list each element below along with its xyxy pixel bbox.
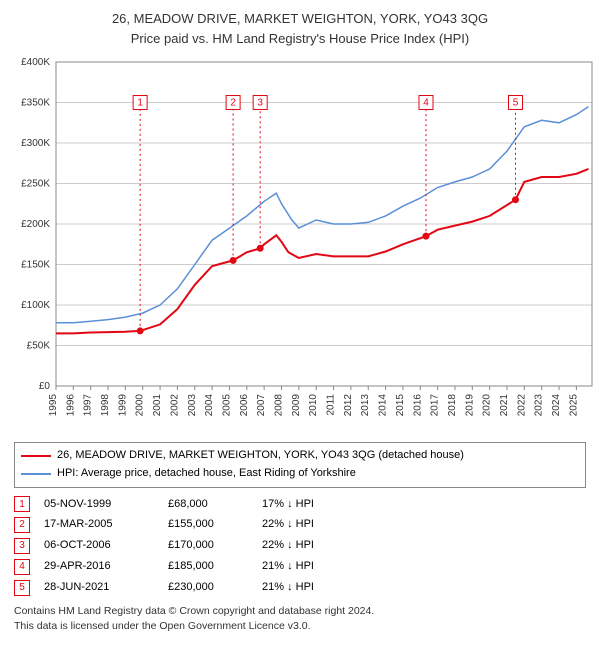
svg-text:£300K: £300K bbox=[21, 138, 50, 149]
transaction-index-box: 1 bbox=[14, 496, 30, 512]
legend-swatch bbox=[21, 473, 51, 475]
svg-text:3: 3 bbox=[257, 98, 263, 109]
transaction-index-box: 2 bbox=[14, 517, 30, 533]
transaction-row: 1 05-NOV-1999 £68,000 17% ↓ HPI bbox=[14, 494, 586, 515]
transaction-row: 5 28-JUN-2021 £230,000 21% ↓ HPI bbox=[14, 577, 586, 598]
svg-text:1996: 1996 bbox=[65, 394, 76, 417]
svg-text:2011: 2011 bbox=[326, 394, 337, 416]
transaction-date: 28-JUN-2021 bbox=[44, 577, 154, 598]
legend: 26, MEADOW DRIVE, MARKET WEIGHTON, YORK,… bbox=[14, 442, 586, 487]
svg-text:£250K: £250K bbox=[21, 179, 50, 190]
transaction-index-box: 4 bbox=[14, 559, 30, 575]
transaction-delta: 22% ↓ HPI bbox=[262, 514, 352, 535]
transaction-index-box: 3 bbox=[14, 538, 30, 554]
chart-container: 26, MEADOW DRIVE, MARKET WEIGHTON, YORK,… bbox=[0, 0, 600, 641]
transaction-price: £170,000 bbox=[168, 535, 248, 556]
svg-text:2000: 2000 bbox=[135, 394, 146, 417]
svg-text:2018: 2018 bbox=[447, 394, 458, 417]
svg-text:2017: 2017 bbox=[430, 394, 441, 417]
svg-text:2001: 2001 bbox=[152, 394, 163, 417]
svg-text:£350K: £350K bbox=[21, 98, 50, 109]
svg-text:£100K: £100K bbox=[21, 300, 50, 311]
transaction-price: £230,000 bbox=[168, 577, 248, 598]
footer: Contains HM Land Registry data © Crown c… bbox=[14, 604, 586, 633]
svg-text:2024: 2024 bbox=[551, 394, 562, 417]
svg-text:2005: 2005 bbox=[221, 394, 232, 417]
svg-text:£400K: £400K bbox=[21, 57, 50, 68]
svg-text:1: 1 bbox=[137, 98, 143, 109]
footer-line-1: Contains HM Land Registry data © Crown c… bbox=[14, 604, 586, 619]
footer-line-2: This data is licensed under the Open Gov… bbox=[14, 619, 586, 634]
svg-text:2021: 2021 bbox=[499, 394, 510, 417]
transaction-index-box: 5 bbox=[14, 580, 30, 596]
titles: 26, MEADOW DRIVE, MARKET WEIGHTON, YORK,… bbox=[4, 4, 596, 56]
transaction-date: 06-OCT-2006 bbox=[44, 535, 154, 556]
title-sub: Price paid vs. HM Land Registry's House … bbox=[14, 30, 586, 48]
svg-text:2023: 2023 bbox=[534, 394, 545, 417]
transaction-date: 05-NOV-1999 bbox=[44, 494, 154, 515]
transaction-row: 4 29-APR-2016 £185,000 21% ↓ HPI bbox=[14, 556, 586, 577]
transaction-price: £185,000 bbox=[168, 556, 248, 577]
svg-text:2009: 2009 bbox=[291, 394, 302, 417]
svg-text:1999: 1999 bbox=[117, 394, 128, 417]
svg-text:2025: 2025 bbox=[568, 394, 579, 417]
svg-text:1995: 1995 bbox=[48, 394, 59, 417]
transaction-row: 2 17-MAR-2005 £155,000 22% ↓ HPI bbox=[14, 514, 586, 535]
svg-text:2: 2 bbox=[230, 98, 236, 109]
svg-text:2007: 2007 bbox=[256, 394, 267, 417]
transaction-date: 17-MAR-2005 bbox=[44, 514, 154, 535]
transaction-price: £155,000 bbox=[168, 514, 248, 535]
svg-text:1997: 1997 bbox=[83, 394, 94, 417]
svg-text:2016: 2016 bbox=[412, 394, 423, 417]
svg-text:2003: 2003 bbox=[187, 394, 198, 417]
svg-text:2004: 2004 bbox=[204, 394, 215, 417]
transaction-delta: 17% ↓ HPI bbox=[262, 494, 352, 515]
svg-text:2008: 2008 bbox=[274, 394, 285, 417]
svg-text:5: 5 bbox=[513, 98, 519, 109]
svg-text:£200K: £200K bbox=[21, 219, 50, 230]
svg-text:2015: 2015 bbox=[395, 394, 406, 417]
chart-area: £0 £50K £100K £150K £200K £250K £300K £350K £400… bbox=[8, 56, 600, 436]
svg-text:2006: 2006 bbox=[239, 394, 250, 417]
title-main: 26, MEADOW DRIVE, MARKET WEIGHTON, YORK,… bbox=[14, 10, 586, 28]
transaction-price: £68,000 bbox=[168, 494, 248, 515]
property-series-line bbox=[56, 169, 589, 334]
legend-label: 26, MEADOW DRIVE, MARKET WEIGHTON, YORK,… bbox=[57, 447, 464, 465]
transaction-delta: 22% ↓ HPI bbox=[262, 535, 352, 556]
svg-text:2010: 2010 bbox=[308, 394, 319, 417]
transaction-date: 29-APR-2016 bbox=[44, 556, 154, 577]
svg-text:4: 4 bbox=[423, 98, 429, 109]
legend-item: HPI: Average price, detached house, East… bbox=[21, 465, 579, 483]
transaction-delta: 21% ↓ HPI bbox=[262, 556, 352, 577]
svg-text:£50K: £50K bbox=[27, 341, 51, 352]
svg-text:£150K: £150K bbox=[21, 260, 50, 271]
svg-text:2002: 2002 bbox=[169, 394, 180, 417]
legend-label: HPI: Average price, detached house, East… bbox=[57, 465, 356, 483]
svg-text:1998: 1998 bbox=[100, 394, 111, 417]
line-chart-svg: £0 £50K £100K £150K £200K £250K £300K £350K £400… bbox=[8, 56, 600, 436]
svg-text:2013: 2013 bbox=[360, 394, 371, 417]
transactions-table: 1 05-NOV-1999 £68,000 17% ↓ HPI 2 17-MAR-2005… bbox=[14, 494, 586, 598]
svg-text:£0: £0 bbox=[39, 381, 51, 392]
legend-swatch bbox=[21, 455, 51, 457]
svg-text:2014: 2014 bbox=[378, 394, 389, 417]
svg-text:2020: 2020 bbox=[482, 394, 493, 417]
transaction-delta: 21% ↓ HPI bbox=[262, 577, 352, 598]
svg-text:2022: 2022 bbox=[516, 394, 527, 417]
transaction-row: 3 06-OCT-2006 £170,000 22% ↓ HPI bbox=[14, 535, 586, 556]
legend-item: 26, MEADOW DRIVE, MARKET WEIGHTON, YORK,… bbox=[21, 447, 579, 465]
svg-text:2012: 2012 bbox=[343, 394, 354, 417]
svg-text:2019: 2019 bbox=[464, 394, 475, 417]
hpi-series-line bbox=[56, 107, 589, 323]
